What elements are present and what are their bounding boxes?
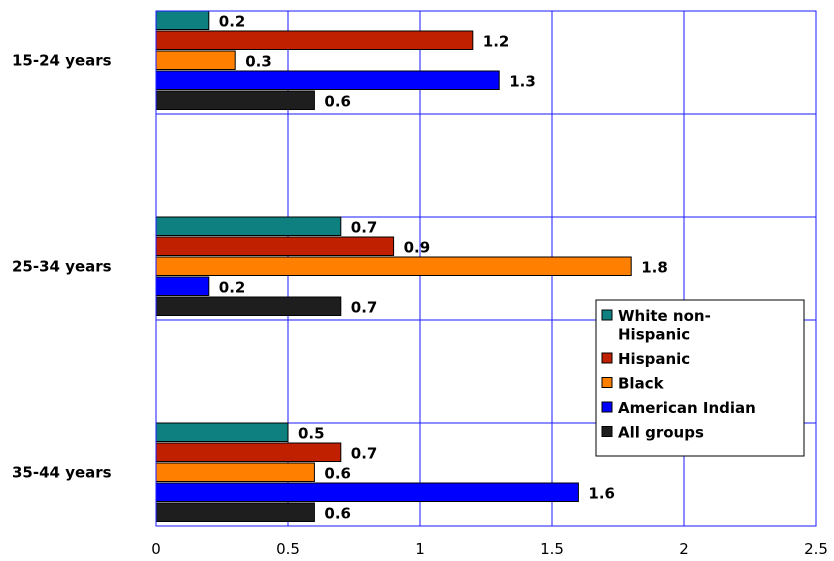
bar-value-label: 0.6: [324, 93, 351, 111]
legend-label: White non-: [618, 307, 711, 325]
bar-value-label: 0.6: [324, 505, 351, 523]
bar: [155, 442, 342, 462]
bar: [155, 50, 236, 70]
legend-swatch: [601, 309, 613, 321]
bar-value-label: 0.5: [298, 425, 325, 443]
bar-value-label: 1.3: [509, 73, 536, 91]
plot-frame: [155, 10, 817, 527]
bar-value-label: 0.2: [219, 279, 246, 297]
x-axis-ticks: 0 0.5 1 1.5 2 2.5: [151, 540, 828, 558]
legend-swatch: [601, 377, 613, 388]
bar: [155, 482, 579, 502]
legend-box: [595, 299, 805, 457]
bar-value-label: 1.2: [483, 33, 510, 51]
bar: [155, 90, 315, 110]
bar: [155, 296, 342, 316]
x-tick-label: 2.5: [804, 540, 828, 558]
legend-swatch: [601, 401, 613, 413]
bar: [155, 216, 342, 236]
category-label: 25-34 years: [12, 257, 112, 275]
bar: [155, 236, 395, 256]
bar: [155, 10, 210, 30]
bar: [155, 502, 315, 522]
bar: [155, 276, 210, 296]
legend-label: American Indian: [618, 399, 756, 417]
x-tick-label: 0: [151, 540, 161, 558]
legend-label: Hispanic: [618, 326, 690, 344]
category-label: 15-24 years: [12, 51, 112, 69]
bar-value-label: 0.3: [245, 53, 272, 71]
bar-value-label: 0.7: [351, 299, 378, 317]
x-tick-label: 0.5: [276, 540, 300, 558]
x-tick-label: 1: [415, 540, 425, 558]
bar-value-label: 0.7: [351, 445, 378, 463]
bars: 0.21.20.31.30.60.70.91.80.20.70.50.70.61…: [155, 10, 668, 523]
bar-value-label: 0.2: [219, 13, 246, 31]
bar: [155, 422, 289, 442]
bar-value-label: 0.7: [351, 219, 378, 237]
legend: White non-HispanicHispanicBlackAmerican …: [595, 299, 805, 457]
bar-value-label: 1.8: [641, 259, 668, 277]
bar: [155, 256, 632, 276]
legend-swatch: [601, 352, 613, 364]
legend-label: Hispanic: [618, 350, 690, 368]
bar-value-label: 1.6: [588, 485, 615, 503]
legend-swatch: [601, 426, 613, 437]
bar-value-label: 0.6: [324, 465, 351, 483]
bar: [155, 70, 500, 90]
x-tick-label: 2: [679, 540, 689, 558]
legend-label: Black: [618, 375, 665, 393]
bar-value-label: 0.9: [404, 239, 431, 257]
bar: [155, 30, 474, 50]
x-tick-label: 1.5: [540, 540, 564, 558]
legend-label: All groups: [618, 424, 704, 442]
category-labels: 15-24 years 25-34 years 35-44 years: [12, 51, 112, 481]
category-label: 35-44 years: [12, 463, 112, 481]
bar: [155, 462, 315, 482]
